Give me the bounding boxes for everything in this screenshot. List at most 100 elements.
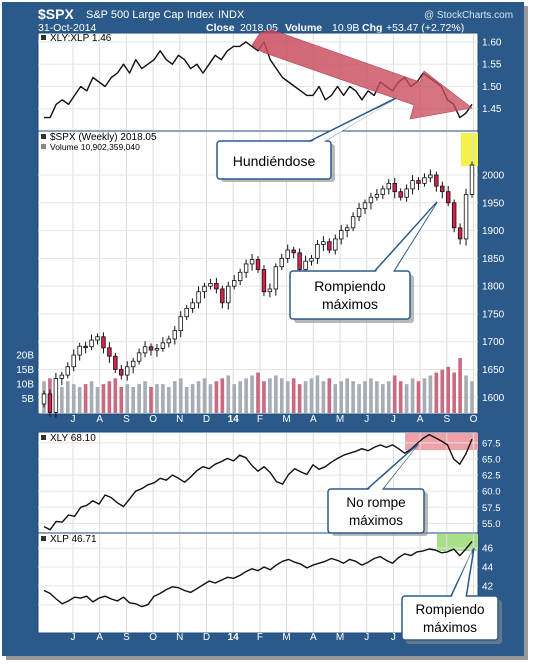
y-tick-label: 1800 bbox=[482, 282, 505, 293]
volume-bar bbox=[256, 372, 260, 413]
ratio-legend-swatch bbox=[41, 35, 46, 40]
candle-body bbox=[285, 249, 290, 259]
xlp-panel-title: XLP 46.71 bbox=[50, 534, 97, 545]
volume-bar bbox=[155, 384, 159, 413]
chart-date: 31-Oct-2014 bbox=[38, 22, 97, 34]
candle-body bbox=[463, 194, 469, 240]
callout-text-line2: máximos bbox=[423, 620, 477, 635]
callout-pointer-fill bbox=[366, 447, 416, 492]
volume-bar bbox=[60, 387, 64, 413]
x-tick-label: A bbox=[417, 414, 424, 425]
candle-body bbox=[172, 330, 177, 340]
x-tick-label: O bbox=[149, 414, 157, 425]
candle-body bbox=[374, 194, 380, 198]
candle-body bbox=[315, 244, 320, 259]
y-tick-label: 42 bbox=[482, 581, 494, 592]
candle-body bbox=[125, 366, 130, 376]
x-tick-label: S bbox=[123, 632, 130, 643]
candle-body bbox=[279, 257, 284, 268]
x-tick-label: S bbox=[443, 414, 450, 425]
candle-body bbox=[249, 259, 255, 265]
price-breakout-highlight bbox=[461, 133, 478, 166]
xlp-legend-swatch bbox=[41, 536, 46, 541]
volume-bar bbox=[464, 375, 468, 413]
candle-body bbox=[362, 202, 368, 209]
x-tick-label: 14 bbox=[228, 414, 240, 425]
candle-body bbox=[59, 374, 65, 379]
x-tick-label: D bbox=[203, 414, 210, 425]
volume-bar bbox=[137, 384, 141, 413]
x-tick-label: 14 bbox=[228, 632, 240, 643]
candle-body bbox=[356, 207, 362, 218]
y-tick-label: 1.55 bbox=[482, 60, 502, 71]
x-tick-label: N bbox=[176, 632, 183, 643]
volume-bar bbox=[196, 381, 201, 413]
callout-rompiendo-price: Rompiendo máximos bbox=[289, 201, 438, 323]
x-tick-label: O bbox=[470, 414, 478, 425]
candle-body bbox=[469, 164, 475, 195]
candle-body bbox=[350, 216, 356, 229]
xly-panel-title: XLY 68.10 bbox=[50, 433, 96, 444]
candle-body bbox=[89, 339, 94, 348]
candle-body bbox=[380, 188, 386, 195]
candle-body bbox=[196, 291, 201, 304]
candle-body bbox=[428, 174, 433, 179]
candle-body bbox=[398, 191, 403, 198]
callout-text-line1: Rompiendo bbox=[314, 278, 386, 294]
volume-bar bbox=[446, 366, 451, 413]
y-tick-label: 65.0 bbox=[482, 455, 501, 466]
series-layer bbox=[41, 41, 475, 608]
candle-body bbox=[392, 182, 397, 193]
candle-body bbox=[255, 259, 261, 270]
x-tick-label: M bbox=[282, 632, 290, 643]
volume-bar bbox=[226, 375, 231, 413]
x-tick-label: J bbox=[71, 414, 76, 425]
volume-bar bbox=[285, 381, 290, 413]
x-tick-label: D bbox=[203, 632, 210, 643]
callout-no-rompe: No rompe máximos bbox=[327, 443, 428, 536]
volume-tick-label: 10B bbox=[16, 380, 34, 391]
volume-bar bbox=[339, 381, 344, 413]
volume-bar bbox=[333, 384, 338, 413]
candle-body bbox=[303, 260, 308, 270]
volume-bar bbox=[131, 387, 135, 413]
callout-pointer-fill bbox=[301, 100, 394, 147]
callout-pointer-fill bbox=[373, 205, 435, 275]
candle-body bbox=[457, 227, 463, 240]
volume-bar bbox=[416, 381, 421, 413]
y-tick-label: 1950 bbox=[482, 198, 505, 209]
callout-hundiendose: Hundiéndose bbox=[216, 97, 397, 182]
candle-body bbox=[291, 249, 296, 254]
candle-body bbox=[184, 307, 189, 318]
volume-bar bbox=[220, 378, 225, 413]
x-tick-label: S bbox=[123, 414, 130, 425]
candle-body bbox=[321, 241, 326, 245]
volume-bar bbox=[71, 384, 76, 413]
volume-bar bbox=[375, 381, 379, 413]
volume-tick-label: 15B bbox=[16, 365, 34, 376]
y-tick-label: 1600 bbox=[482, 393, 505, 404]
volume-bar bbox=[262, 381, 266, 413]
volume-bar bbox=[428, 375, 433, 413]
candle-body bbox=[297, 252, 302, 270]
candle-body bbox=[434, 174, 439, 187]
security-name: S&P 500 Large Cap Index bbox=[86, 9, 214, 21]
volume-bar bbox=[161, 384, 165, 413]
volume-bar bbox=[250, 375, 254, 413]
y-tick-label: 67.5 bbox=[482, 438, 501, 449]
volume-bar bbox=[184, 387, 189, 413]
volume-bar bbox=[452, 372, 456, 413]
volume-bar bbox=[351, 381, 355, 413]
volume-label: Volume bbox=[285, 22, 322, 34]
candle-body bbox=[309, 257, 314, 262]
volume-tick-label: 20B bbox=[16, 351, 34, 362]
volume-bar bbox=[119, 387, 124, 413]
candle-body bbox=[107, 347, 112, 357]
volume-bar bbox=[434, 372, 439, 413]
candle-body bbox=[368, 196, 374, 204]
x-tick-label: M bbox=[336, 632, 344, 643]
exchange-code: INDX bbox=[218, 9, 245, 21]
grid-layer bbox=[38, 34, 478, 632]
candle-body bbox=[422, 177, 427, 184]
